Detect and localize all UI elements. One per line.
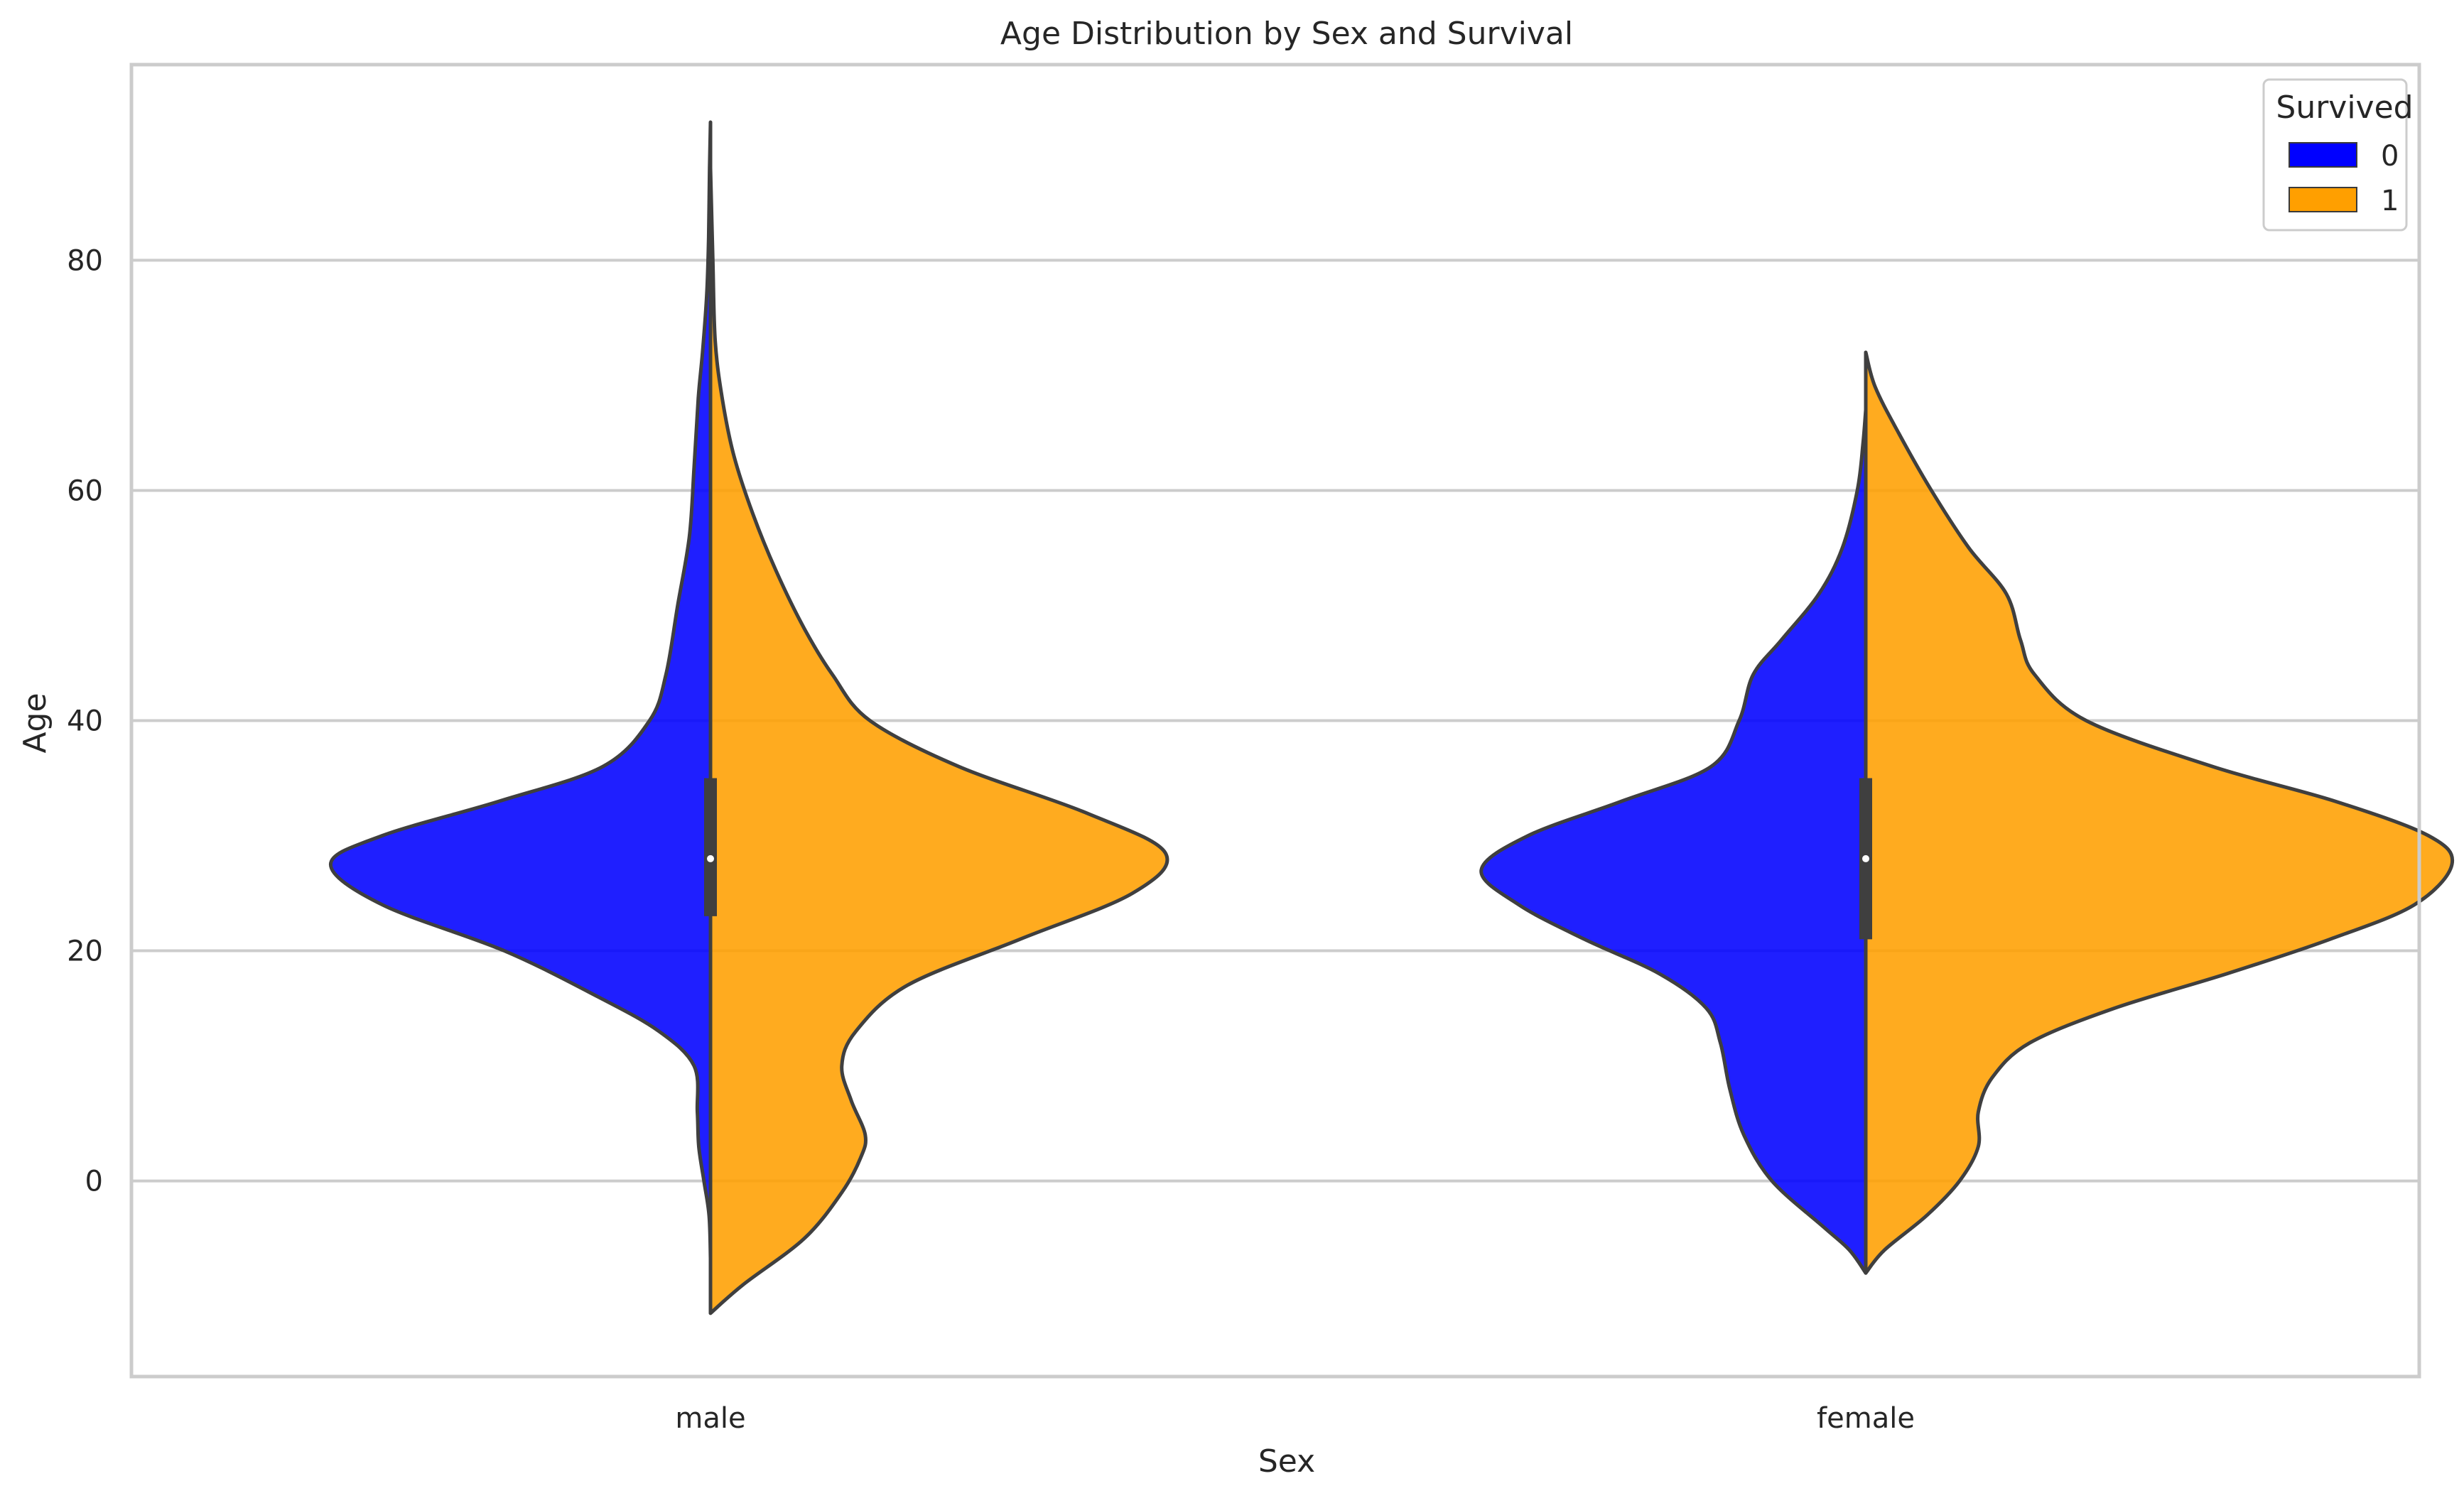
y-tick-label: 40 — [67, 705, 103, 738]
legend-swatch-0 — [2289, 142, 2357, 168]
violin-female-survived-1 — [1864, 350, 2455, 1275]
x-tick-label: male — [675, 1402, 745, 1435]
median-point-female — [1862, 854, 1869, 862]
legend-label-1: 1 — [2381, 185, 2399, 217]
y-tick-label: 20 — [67, 935, 103, 968]
y-tick-label: 80 — [67, 244, 103, 277]
legend: Survived 0 1 — [2262, 78, 2414, 232]
y-tick-label: 60 — [67, 474, 103, 507]
legend-swatch-1 — [2289, 187, 2357, 212]
y-axis-label: Age — [17, 693, 53, 753]
y-tick-labels: 0 20 40 60 80 — [67, 244, 103, 1198]
x-tick-labels: male female — [675, 1402, 1915, 1435]
x-tick-label: female — [1817, 1402, 1915, 1435]
chart-title: Age Distribution by Sex and Survival — [1000, 16, 1573, 52]
y-tick-label: 0 — [85, 1166, 103, 1198]
violin-male-survived-1 — [708, 166, 1169, 1315]
violin-female-survived-0 — [1479, 408, 1868, 1275]
legend-label-0: 0 — [2381, 140, 2399, 173]
x-axis-label: Sex — [1258, 1443, 1315, 1480]
median-point-male — [707, 854, 714, 862]
violins — [328, 120, 2455, 1315]
violin-male-survived-0 — [328, 120, 713, 1260]
legend-title: Survived — [2276, 89, 2413, 126]
plot-frame — [129, 63, 2421, 1379]
inner-boxes — [704, 778, 1872, 940]
